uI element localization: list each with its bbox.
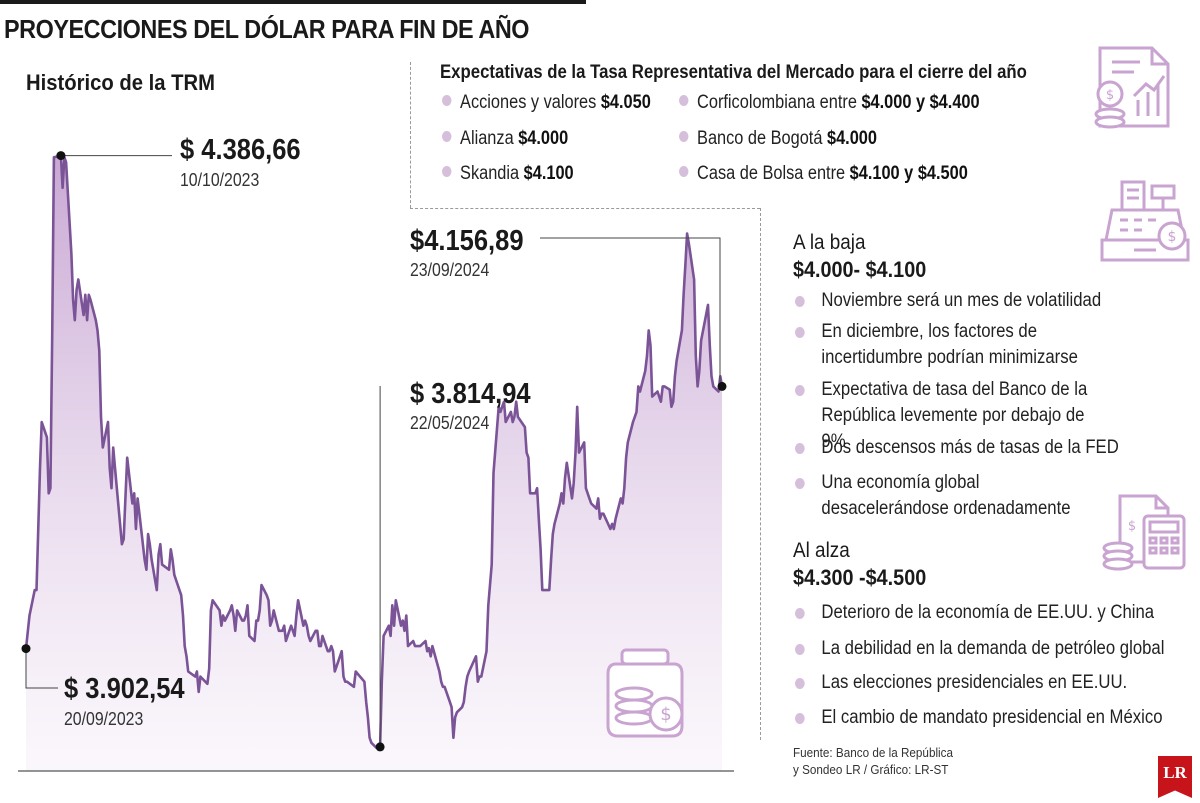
bullet-dot	[795, 678, 805, 689]
bullet-dot	[795, 443, 805, 454]
downside-bullet: En diciembre, los factores de incertidum…	[795, 319, 1085, 371]
chart-title: Histórico de la TRM	[26, 70, 215, 95]
downside-bullet: Expectativa de tasa del Banco de la Repú…	[795, 377, 1112, 455]
area-fill	[26, 155, 722, 772]
recent-leader-line	[540, 237, 721, 387]
svg-text:$: $	[1106, 88, 1114, 103]
calculator-coins-icon: $	[1102, 494, 1186, 571]
start-leader-line	[25, 648, 58, 689]
upside-bullet: La debilidad en la demanda de petróleo g…	[795, 636, 1191, 662]
low-value-label: $ 3.814,94	[410, 378, 531, 410]
expectation-item: Corficolombiana entre $4.000 y $4.400	[679, 92, 980, 114]
svg-text:$: $	[1128, 519, 1136, 534]
frame-right-divider	[760, 208, 761, 740]
coin-jar-icon: $	[606, 648, 684, 738]
recent-point	[717, 381, 727, 391]
trm-area-chart	[18, 151, 734, 772]
downside-bullet: Noviembre será un mes de volatilidad	[795, 288, 1191, 314]
frame-bottom-divider	[410, 208, 760, 209]
page-title: PROYECCIONES DEL DÓLAR PARA FIN DE AÑO	[4, 14, 530, 44]
start-point	[21, 644, 31, 654]
expectation-item: Alianza $4.000	[442, 128, 568, 150]
downside-bullet: Una economía global desacelerándose orde…	[795, 470, 1085, 522]
expectation-item: Banco de Bogotá $4.000	[679, 128, 877, 150]
expectations-title: Expectativas de la Tasa Representativa d…	[440, 61, 1027, 83]
bullet-dot	[679, 95, 689, 106]
expectation-item: Casa de Bolsa entre $4.100 y $4.500	[679, 163, 968, 185]
bullet-dot	[442, 166, 452, 177]
lr-logo: LR	[1158, 756, 1192, 798]
bullet-dot	[679, 166, 689, 177]
peak-value-label: $ 4.386,66	[180, 134, 301, 166]
source-note: Fuente: Banco de la República y Sondeo L…	[793, 745, 954, 777]
low-point	[375, 742, 385, 752]
expectation-item: Acciones y valores $4.050	[442, 92, 651, 114]
downside-heading: A la baja	[793, 231, 866, 254]
svg-text:$: $	[1168, 229, 1177, 245]
downside-range: $4.000- $4.100	[793, 257, 927, 282]
bullet-dot	[795, 478, 805, 489]
upside-heading: Al alza	[793, 539, 850, 562]
recent-date-label: 23/09/2024	[410, 260, 490, 280]
upside-range: $4.300 -$4.500	[793, 565, 927, 590]
low-date-label: 22/05/2024	[410, 413, 490, 433]
expectation-item: Skandia $4.100	[442, 163, 574, 185]
bullet-dot	[795, 713, 805, 724]
bullet-dot	[442, 95, 452, 106]
bullet-dot	[442, 131, 452, 142]
peak-point	[56, 151, 66, 161]
bullet-dot	[795, 385, 805, 396]
bullet-dot	[795, 296, 805, 307]
bullet-dot	[679, 131, 689, 142]
upside-bullet: Deterioro de la economía de EE.UU. y Chi…	[795, 600, 1191, 626]
peak-date-label: 10/10/2023	[180, 170, 260, 190]
downside-bullet: Dos descensos más de tasas de la FED	[795, 435, 1191, 461]
start-date-label: 20/09/2023	[64, 709, 144, 729]
bullet-dot	[795, 644, 805, 655]
cash-register-icon: $	[1100, 180, 1190, 262]
svg-text:$: $	[660, 704, 671, 725]
frame-left-divider	[410, 62, 411, 208]
recent-value-label: $4.156,89	[410, 225, 524, 257]
title-rule	[0, 0, 586, 4]
bullet-dot	[795, 608, 805, 619]
start-value-label: $ 3.902,54	[64, 673, 185, 705]
upside-bullet: Las elecciones presidenciales en EE.UU.	[795, 670, 1191, 696]
bullet-dot	[795, 327, 805, 338]
finance-chart-icon: $	[1094, 46, 1170, 129]
upside-bullet: El cambio de mandato presidencial en Méx…	[795, 705, 1191, 731]
